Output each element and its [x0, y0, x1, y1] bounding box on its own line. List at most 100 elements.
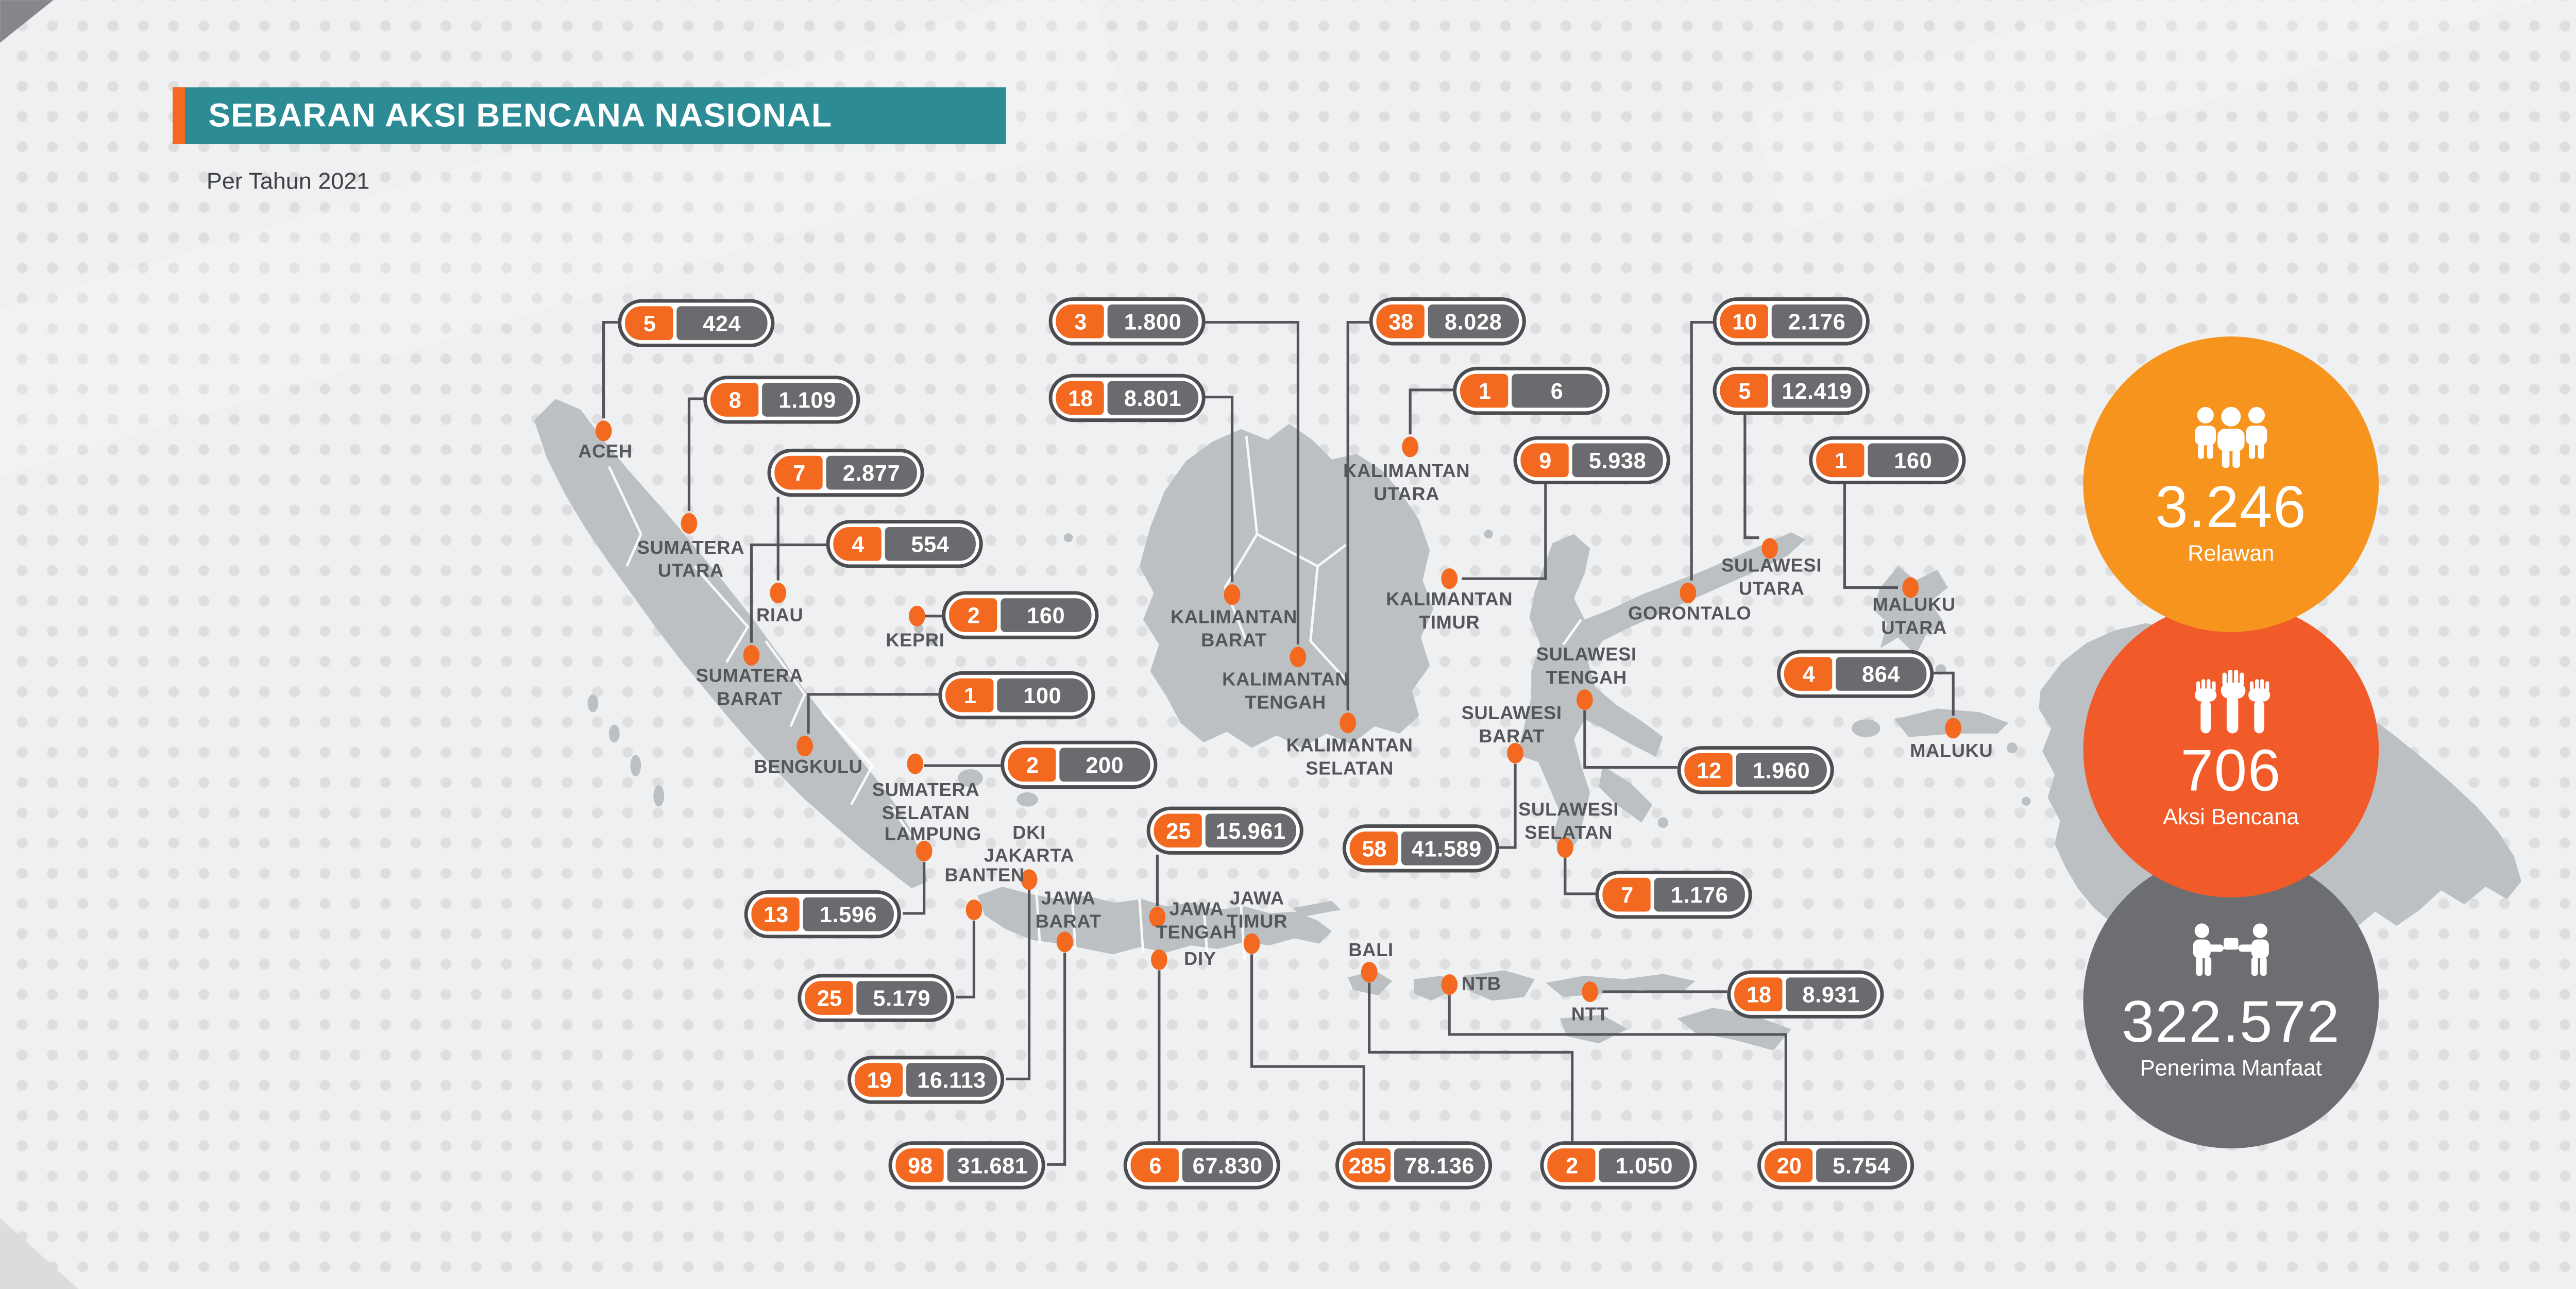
label-maluku-utara: MALUKU UTARA	[1872, 595, 1956, 639]
badge-bali-aksi: 2	[1548, 1149, 1596, 1182]
badge-sulawesi-selatan-aksi: 7	[1603, 878, 1651, 911]
label-sulawesi-utara: SULAWESI UTARA	[1721, 555, 1822, 600]
line-sulawesi-barat	[1499, 764, 1517, 849]
badge-banten-penerima: 5.179	[857, 981, 947, 1014]
dot-gorontalo	[1680, 582, 1697, 603]
label-kalimantan-tengah: KALIMANTAN TENGAH	[1222, 669, 1349, 714]
line-aceh	[602, 320, 618, 419]
badge-kalimantan-timur: 9 5.938	[1513, 436, 1670, 485]
badge-gorontalo-aksi: 10	[1720, 305, 1769, 338]
badge-riau-aksi: 7	[775, 456, 823, 489]
title-banner: SEBARAN AKSI BENCANA NASIONAL	[173, 87, 1006, 144]
badge-banten: 25 5.179	[798, 974, 955, 1022]
dot-sulawesi-barat	[1507, 742, 1523, 764]
island-kepri-2	[928, 636, 938, 646]
badge-lampung-aksi: 13	[752, 898, 800, 931]
island-derawan	[1484, 530, 1493, 539]
badge-kepri-penerima: 160	[1001, 599, 1091, 632]
dot-lampung	[916, 840, 933, 862]
aksi-bencana-label: Aksi Bencana	[2163, 804, 2299, 829]
dot-kalimantan-utara	[1402, 436, 1419, 457]
badge-kepri: 2 160	[942, 591, 1099, 639]
badge-sumatera-barat: 4 554	[826, 520, 983, 568]
line-kalimantan-barat	[1204, 396, 1234, 583]
give-receive-icon	[2193, 922, 2269, 975]
badge-kalimantan-barat: 18 8.801	[1048, 374, 1206, 422]
dot-sumatera-barat	[743, 644, 760, 666]
badge-kalimantan-tengah: 3 1.800	[1048, 297, 1206, 346]
people-group-icon	[2195, 406, 2267, 467]
badge-sulawesi-selatan-penerima: 1.176	[1654, 878, 1744, 911]
badge-kalimantan-selatan-penerima: 8.028	[1428, 305, 1518, 338]
dot-maluku	[1945, 718, 1962, 739]
badge-gorontalo: 10 2.176	[1713, 297, 1870, 346]
badge-jawa-barat-penerima: 31.681	[947, 1149, 1038, 1182]
badge-ntb-penerima: 5.754	[1817, 1149, 1907, 1182]
badge-jawa-tengah: 25 15.961	[1146, 806, 1303, 855]
label-kepri: KEPRI	[886, 630, 945, 652]
line-bengkulu	[807, 693, 939, 734]
badge-maluku: 4 864	[1777, 650, 1934, 698]
label-banten: BANTEN	[944, 865, 1025, 887]
badge-bali-penerima: 1.050	[1599, 1149, 1689, 1182]
line-sumatera-utara	[687, 397, 704, 511]
island-sumbawa	[1463, 970, 1535, 1001]
dot-kepri	[908, 605, 925, 626]
line-sulawesi-utara	[1743, 415, 1759, 539]
province-dots	[595, 420, 1962, 1003]
badge-sumatera-selatan-aksi: 2	[1008, 748, 1057, 781]
badge-jawa-tengah-aksi: 25	[1154, 814, 1202, 847]
badge-lampung-penerima: 1.596	[803, 898, 893, 931]
line-kalimantan-utara	[1409, 388, 1453, 435]
island-natuna	[1063, 533, 1073, 542]
label-sumatera-barat: SUMATERA BARAT	[696, 666, 804, 710]
line-bali	[1368, 982, 1574, 1142]
badge-ntt-penerima: 8.931	[1786, 978, 1876, 1011]
badge-sumatera-barat-aksi: 4	[834, 528, 882, 561]
label-sulawesi-barat: SULAWESI BARAT	[1461, 703, 1562, 748]
penerima-manfaat-label: Penerima Manfaat	[2140, 1055, 2322, 1080]
badge-bengkulu-aksi: 1	[946, 679, 994, 712]
line-ntb	[1448, 995, 1787, 1142]
badge-sulawesi-barat-aksi: 58	[1350, 832, 1399, 865]
dot-jawa-barat	[1056, 931, 1073, 953]
badge-kalimantan-timur-penerima: 5.938	[1572, 444, 1663, 477]
label-kalimantan-timur: KALIMANTAN TIMUR	[1386, 589, 1513, 634]
badge-maluku-aksi: 4	[1785, 657, 1833, 690]
aksi-bencana-value: 706	[2180, 736, 2282, 802]
dot-kalimantan-selatan	[1340, 713, 1357, 734]
dot-kalimantan-tengah	[1290, 647, 1307, 668]
badge-bali: 2 1.050	[1540, 1141, 1697, 1190]
badge-kalimantan-timur-aksi: 9	[1521, 444, 1569, 477]
line-gorontalo	[1690, 320, 1713, 581]
dot-kalimantan-timur	[1441, 568, 1458, 589]
island-mentawai-4	[653, 785, 665, 807]
badge-sulawesi-tengah-aksi: 12	[1685, 754, 1733, 787]
island-mentawai-3	[630, 755, 641, 776]
badge-jawa-timur: 285 78.136	[1335, 1141, 1493, 1190]
badge-sulawesi-tengah-penerima: 1.960	[1736, 754, 1826, 787]
badge-kepri-aksi: 2	[950, 599, 998, 632]
badge-maluku-utara: 1 160	[1809, 436, 1966, 485]
dot-jawa-tengah	[1149, 906, 1166, 927]
badge-jawa-barat: 98 31.681	[888, 1141, 1045, 1190]
dot-sulawesi-tengah	[1576, 689, 1593, 710]
badge-ntb: 20 5.754	[1757, 1141, 1914, 1190]
badge-ntt: 18 8.931	[1727, 970, 1884, 1019]
island-timor	[1677, 1008, 1791, 1051]
island-buru	[1852, 719, 1880, 737]
label-diy: DIY	[1184, 949, 1216, 971]
label-ntt: NTT	[1571, 1004, 1609, 1026]
dot-dki-jakarta	[1021, 869, 1038, 890]
badge-ntt-aksi: 18	[1735, 978, 1783, 1011]
badge-kalimantan-utara-penerima: 6	[1512, 375, 1602, 408]
label-jawa-barat: JAWA BARAT	[1035, 888, 1101, 933]
island-sumba	[1560, 1014, 1628, 1044]
island-bangka	[958, 769, 983, 787]
label-jawa-timur: JAWA TIMUR	[1226, 888, 1288, 933]
penerima-manfaat-value: 322.572	[2122, 987, 2341, 1054]
label-jawa-tengah: JAWA TENGAH	[1156, 899, 1238, 944]
badge-dki-jakarta-aksi: 19	[855, 1063, 904, 1096]
island-flores	[1545, 974, 1696, 997]
